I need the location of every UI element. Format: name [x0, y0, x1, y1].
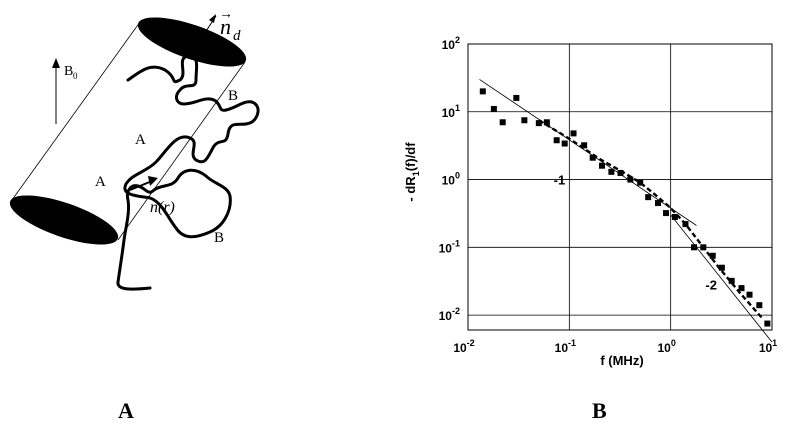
x-tick-label: 101: [759, 338, 777, 355]
chart-grid: [467, 43, 773, 331]
local-director-arrow: [129, 180, 153, 191]
y-tick-exponent: 1: [455, 103, 460, 113]
data-point: [561, 140, 568, 147]
power-law-line: [670, 214, 773, 343]
data-point: [608, 168, 615, 175]
y-tick-exponent: 0: [455, 171, 460, 181]
panel-label-b: B: [592, 398, 607, 423]
data-point: [543, 119, 550, 126]
data-point: [764, 320, 771, 327]
x-tick-exponent: 0: [671, 338, 676, 348]
y-tick-exponent: 2: [455, 35, 460, 45]
y-tick-label: 101: [442, 103, 460, 120]
data-point: [738, 285, 745, 292]
data-point: [700, 244, 707, 251]
field-label: B: [64, 64, 73, 79]
field-subscript: 0: [73, 71, 78, 81]
x-tick-label: 10-2: [453, 338, 474, 355]
data-point: [691, 244, 698, 251]
model-fit-line: [538, 119, 764, 319]
director-arrowhead: [209, 14, 216, 23]
slope-annotation: -2: [705, 277, 717, 292]
data-point: [553, 137, 560, 144]
y-tick-label: 102: [442, 35, 460, 52]
local-director-arrowhead: [148, 176, 158, 186]
data-point: [617, 169, 624, 176]
point-label-a-lower: A: [95, 174, 106, 190]
x-tick-exponent: -1: [568, 338, 576, 348]
x-tick-exponent: -2: [467, 338, 475, 348]
chart-annotations: -1 -2: [554, 172, 717, 292]
y-tick-label: 10-2: [439, 306, 460, 323]
data-point: [479, 88, 486, 95]
point-label-a-middle: A: [135, 132, 146, 148]
cylinder-right-edge: [117, 61, 246, 241]
director-vector-mark: →: [219, 7, 233, 22]
data-point: [655, 200, 662, 207]
y-axis-label-subscript: 1: [411, 171, 421, 176]
director-label: n: [220, 14, 231, 39]
data-point: [589, 154, 596, 161]
data-point: [570, 130, 577, 137]
cylinder-bottom-cap: [9, 195, 119, 245]
data-point: [645, 194, 652, 201]
x-tick-label: 100: [657, 338, 675, 355]
data-point: [637, 179, 644, 186]
data-point: [718, 264, 725, 271]
panel-a-diagram: n d → B 0 n(r) B A A B: [9, 7, 260, 291]
plot-frame: [467, 43, 773, 331]
data-point: [490, 105, 497, 112]
data-point: [521, 117, 528, 124]
cylinder-top-cap: [137, 17, 247, 67]
data-point: [728, 277, 735, 284]
data-point: [513, 94, 520, 101]
panel-label-a: A: [118, 398, 134, 423]
data-point: [627, 176, 634, 183]
x-tick-label: 10-1: [555, 338, 576, 355]
field-arrowhead: [52, 58, 60, 68]
data-point: [671, 214, 678, 221]
data-point: [682, 221, 689, 228]
y-tick-exponent: -1: [452, 238, 460, 248]
data-point: [746, 291, 753, 298]
y-tick-label: 100: [442, 171, 460, 188]
slope-annotation: -1: [554, 172, 566, 187]
y-tick-exponent: -2: [452, 306, 460, 316]
data-point: [709, 252, 716, 259]
cylinder-left-edge: [11, 21, 141, 201]
x-tick-exponent: 1: [772, 338, 777, 348]
data-point: [756, 302, 763, 309]
director-subscript: d: [233, 28, 241, 44]
y-axis-label-prefix: - dR: [403, 176, 418, 202]
point-label-b-lower: B: [214, 230, 224, 246]
x-axis-label: f (MHz): [600, 353, 643, 368]
polymer-chain: [116, 54, 260, 291]
y-axis-label: - dR1(f)/df: [403, 142, 421, 202]
y-tick-label: 10-1: [439, 238, 460, 255]
y-axis-label-suffix: (f)/df: [403, 142, 418, 172]
point-label-b-top: B: [228, 88, 238, 104]
data-point: [663, 210, 670, 217]
local-director-label: n(r): [150, 199, 175, 216]
data-point: [499, 119, 506, 126]
data-point: [598, 162, 605, 169]
data-point: [535, 120, 542, 127]
data-point: [581, 142, 588, 149]
chart-data-points: [479, 88, 771, 327]
